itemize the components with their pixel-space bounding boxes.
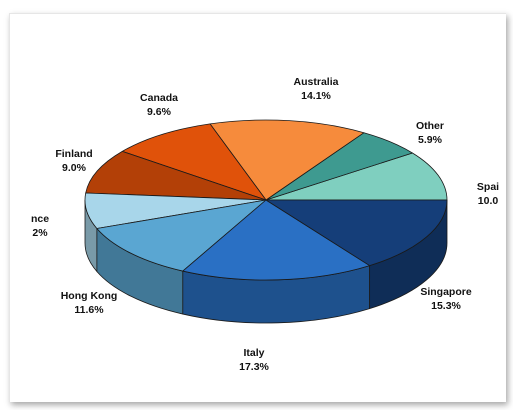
slice-percent-0: 10.0 xyxy=(478,195,499,207)
slice-percent-1: 5.9% xyxy=(418,134,443,146)
slice-label-3: Canada xyxy=(140,92,178,104)
pie-slice-3 xyxy=(121,123,267,201)
slice-label-1: Other xyxy=(416,120,444,132)
slice-label-0: Spai xyxy=(477,181,499,193)
pie-slice-0 xyxy=(265,152,448,201)
slice-percent-7: 17.3% xyxy=(239,361,269,373)
slice-label-2: Australia xyxy=(294,76,339,88)
slice-label-8: Singapore xyxy=(420,286,472,298)
slice-percent-8: 15.3% xyxy=(431,300,461,312)
pie-slice-8 xyxy=(265,199,448,266)
slice-label-7: Italy xyxy=(243,347,264,359)
slice-percent-6: 11.6% xyxy=(74,304,104,316)
slice-percent-2: 14.1% xyxy=(301,90,331,102)
slice-label-4: Finland xyxy=(55,148,92,160)
pie-chart: Spai 10.0 Other 5.9% Australia 14.1% Canada 9.6… xyxy=(31,76,499,373)
slice-percent-3: 9.6% xyxy=(147,106,172,118)
slice-label-5: nce xyxy=(31,213,49,225)
slice-label-6: Hong Kong xyxy=(61,290,118,302)
pie-slice-6 xyxy=(96,199,267,272)
pie-slice-7 xyxy=(182,199,371,281)
pie-slice-4 xyxy=(85,150,267,201)
chart-card: Spai 10.0 Other 5.9% Australia 14.1% Canada 9.6… xyxy=(9,13,506,402)
pie-slice-2 xyxy=(209,119,365,201)
slice-percent-5: 2% xyxy=(32,227,48,239)
slice-percent-4: 9.0% xyxy=(62,162,87,174)
